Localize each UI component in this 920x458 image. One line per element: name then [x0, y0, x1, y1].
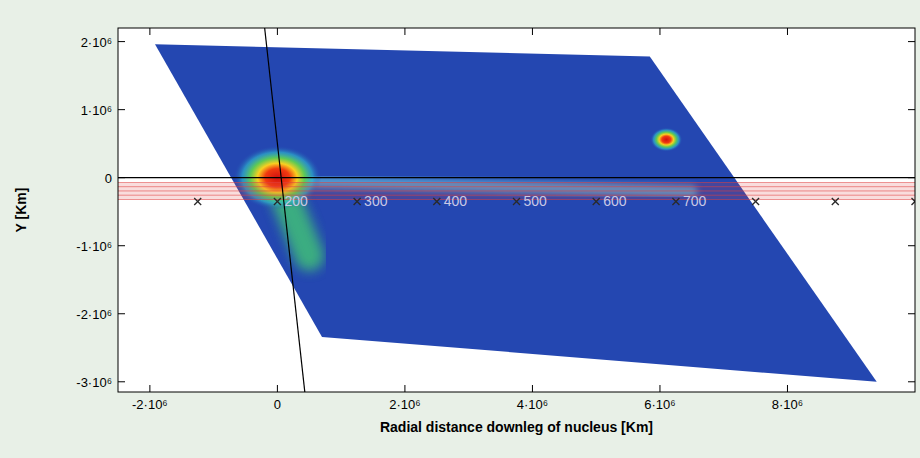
x-tick [787, 28, 788, 35]
x-tick [532, 385, 533, 392]
x-tick [532, 28, 533, 35]
reference-line [118, 177, 915, 178]
band-line [118, 182, 915, 183]
x-tick-label: 2·10⁶ [389, 397, 420, 412]
x-tick-label: 4·10⁶ [517, 397, 548, 412]
plot-frame [118, 28, 915, 392]
cross-marker [912, 198, 916, 205]
y-tick-label: -3·10⁶ [76, 375, 112, 390]
y-tick [908, 381, 915, 382]
y-tick-label: 1·10⁶ [81, 103, 112, 118]
y-tick-label: 2·10⁶ [81, 35, 112, 50]
x-tick [277, 385, 278, 392]
plot-area [118, 28, 915, 392]
y-tick-label: 0 [105, 171, 112, 186]
y-tick [908, 313, 915, 314]
y-tick [118, 109, 125, 110]
cross-marker [672, 198, 679, 205]
x-tick-label: 0 [274, 397, 281, 412]
plot-background [118, 28, 915, 392]
x-tick [404, 385, 405, 392]
annotation: 400 [444, 193, 468, 209]
y-tick [908, 109, 915, 110]
cross-marker [752, 198, 759, 205]
annotation: 200 [284, 193, 308, 209]
band-line [118, 190, 915, 191]
annotation: 500 [524, 193, 548, 209]
cross-marker [274, 198, 281, 205]
y-tick-label: -1·10⁶ [76, 239, 112, 254]
annotation: 600 [603, 193, 627, 209]
image-footprint [155, 44, 877, 382]
y-tick [118, 381, 125, 382]
x-tick [659, 28, 660, 35]
cross-marker [593, 198, 600, 205]
annotation: 300 [364, 193, 388, 209]
x-tick [149, 385, 150, 392]
y-tick [908, 245, 915, 246]
band-area [118, 182, 915, 199]
y-tick-label: -2·10⁶ [76, 307, 112, 322]
band-line [118, 186, 915, 187]
y-tick [118, 41, 125, 42]
band-line [118, 199, 915, 200]
band-line [118, 195, 915, 196]
cross-marker [354, 198, 361, 205]
y-tick [908, 177, 915, 178]
annotation: 700 [683, 193, 707, 209]
y-tick [118, 177, 125, 178]
x-tick-label: -2·10⁶ [132, 397, 168, 412]
x-tick [149, 28, 150, 35]
y-tick [118, 313, 125, 314]
x-tick [659, 385, 660, 392]
x-tick [404, 28, 405, 35]
slit-band [118, 182, 915, 199]
y-tick [908, 41, 915, 42]
cross-marker [832, 198, 839, 205]
cross-marker [513, 198, 520, 205]
x-tick [787, 385, 788, 392]
second-object [650, 128, 682, 152]
x-tick [277, 28, 278, 35]
cross-marker [194, 198, 201, 205]
x-axis-title: Radial distance downleg of nucleus [Km] [380, 419, 653, 435]
reference-line [265, 28, 305, 392]
y-axis-title: Y [Km] [13, 188, 29, 233]
x-tick-label: 6·10⁶ [644, 397, 675, 412]
x-tick-label: 8·10⁶ [772, 397, 803, 412]
y-tick [118, 245, 125, 246]
cross-marker [433, 198, 440, 205]
chart: 200 300 400 500 600 700 -2·10⁶ 0 2·10⁶ 4·10⁶ 6·10⁶… [0, 0, 920, 458]
